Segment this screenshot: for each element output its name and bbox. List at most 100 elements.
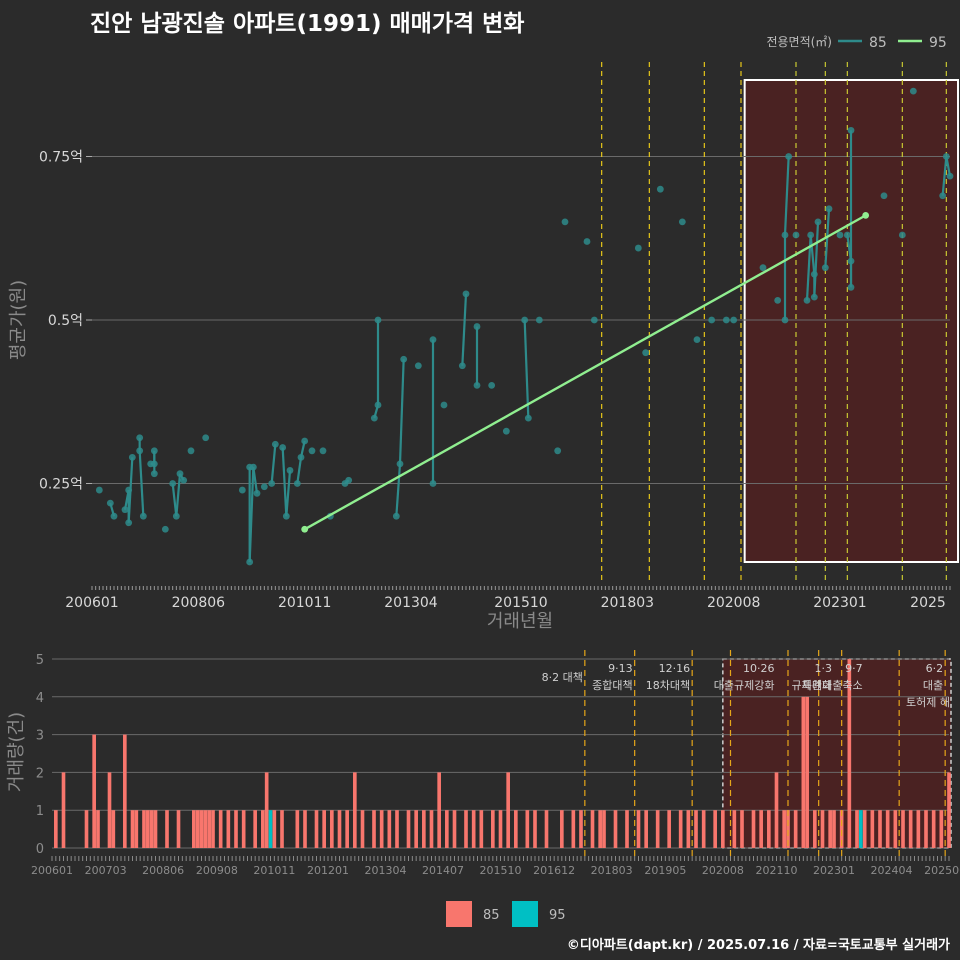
volume-bar-85: [498, 810, 503, 848]
series-85-point: [722, 316, 730, 324]
series-85-point: [792, 231, 800, 239]
volume-bar-85: [54, 810, 58, 848]
x-tick-label: 201510: [494, 595, 547, 611]
series-85-line: [248, 467, 255, 563]
chart-title: 진안 남광진솔 아파트(1991) 매매가격 변화: [90, 11, 525, 37]
series-85-point: [253, 489, 261, 497]
series-85-line: [461, 293, 468, 366]
volume-bar-85: [437, 772, 441, 848]
x-tick-label: 2025: [910, 595, 946, 611]
series-85-point: [301, 437, 309, 445]
volume-bar-85: [893, 810, 898, 848]
series-85-point: [847, 126, 855, 134]
series-85-point: [297, 453, 305, 461]
series-85-point: [176, 470, 184, 478]
volume-bar-85: [322, 810, 326, 848]
series-85-point: [95, 486, 103, 494]
series-85-point: [374, 401, 382, 409]
series-85-point: [286, 467, 294, 474]
volume-bar-85: [598, 810, 602, 848]
volume-y-tick-label: 3: [36, 729, 44, 744]
volume-bar-85: [571, 810, 576, 848]
series-85-point: [785, 153, 793, 160]
volume-bar-85: [92, 734, 96, 848]
volume-bar-85: [406, 810, 411, 848]
volume-x-tick-label: 201510: [480, 864, 522, 877]
volume-bar-85: [820, 810, 825, 848]
volume-bar-85: [759, 810, 763, 848]
series-85-point: [825, 205, 833, 213]
volume-bar-85: [924, 810, 928, 848]
volume-bar-85: [146, 810, 150, 848]
series-85-point: [180, 476, 188, 484]
volume-bar-85: [123, 734, 127, 848]
volume-bar-85: [625, 810, 629, 848]
volume-x-tick-label: 202008: [702, 864, 744, 877]
volume-y-axis-title: 거래량(건): [6, 712, 27, 792]
volume-bar-85: [479, 810, 484, 848]
series-85-point: [502, 427, 510, 435]
series-85-point: [260, 483, 268, 491]
series-85-point: [693, 336, 701, 344]
volume-bar-85: [878, 810, 882, 848]
volume-x-tick-label: 200806: [142, 864, 184, 877]
series-85-point: [583, 238, 591, 245]
series-85-point: [678, 218, 686, 226]
x-tick-label: 202008: [707, 595, 760, 611]
series-85-point: [810, 293, 818, 301]
series-85-line: [941, 156, 948, 196]
volume-bar-85: [870, 810, 875, 848]
legend-label-95: 95: [929, 35, 947, 51]
series-85-line: [138, 450, 145, 517]
volume-bar-85: [701, 810, 706, 848]
series-85-point: [473, 323, 481, 330]
volume-bar-85: [422, 810, 426, 848]
series-85-point: [400, 355, 408, 363]
volume-bar-85: [655, 810, 660, 848]
series-85-point: [462, 290, 470, 298]
series-85-point: [708, 316, 716, 324]
series-85-point: [642, 349, 650, 357]
volume-bar-85: [694, 810, 698, 848]
volume-bar-85: [414, 810, 418, 848]
volume-bar-85: [295, 810, 300, 848]
series-85-point: [238, 486, 246, 494]
volume-bar-85: [686, 810, 691, 848]
x-tick-label: 201011: [278, 595, 331, 611]
legend-label-85: 85: [869, 35, 887, 51]
series-85-point: [473, 382, 481, 389]
series-85-point: [106, 499, 114, 507]
series-85-point: [202, 434, 210, 442]
volume-bar-85: [203, 810, 208, 848]
series-85-point: [429, 480, 437, 487]
series-85-point: [246, 558, 254, 566]
series-85-point: [150, 460, 158, 468]
series-85-point: [803, 296, 811, 304]
series-85-point: [374, 316, 382, 324]
series-85-point: [345, 476, 353, 484]
series-85-point: [161, 525, 169, 533]
volume-bar-85: [337, 810, 342, 848]
volume-bar-85: [149, 810, 154, 848]
y-axis-title: 평균가(원): [8, 280, 29, 360]
volume-bar-85: [165, 810, 169, 848]
series-85-line: [252, 466, 259, 494]
series-85-point: [136, 447, 144, 455]
volume-bar-85: [908, 810, 913, 848]
series-85-point: [807, 231, 815, 239]
volume-bar-85: [226, 810, 231, 848]
series-85-point: [458, 362, 466, 370]
series-85-point: [429, 336, 437, 344]
series-85-line: [809, 234, 816, 275]
policy-annotation: 대출규제강화: [714, 679, 775, 692]
volume-bar-85: [345, 810, 349, 848]
volume-bar-85: [234, 810, 238, 848]
volume-bar-85: [142, 810, 146, 848]
series-85-point: [282, 512, 290, 520]
series-85-point: [535, 316, 543, 324]
volume-bar-85: [429, 810, 434, 848]
y-tick-label: 0.75억: [39, 150, 83, 166]
volume-bar-85: [533, 810, 537, 848]
volume-bar-85: [192, 810, 196, 848]
